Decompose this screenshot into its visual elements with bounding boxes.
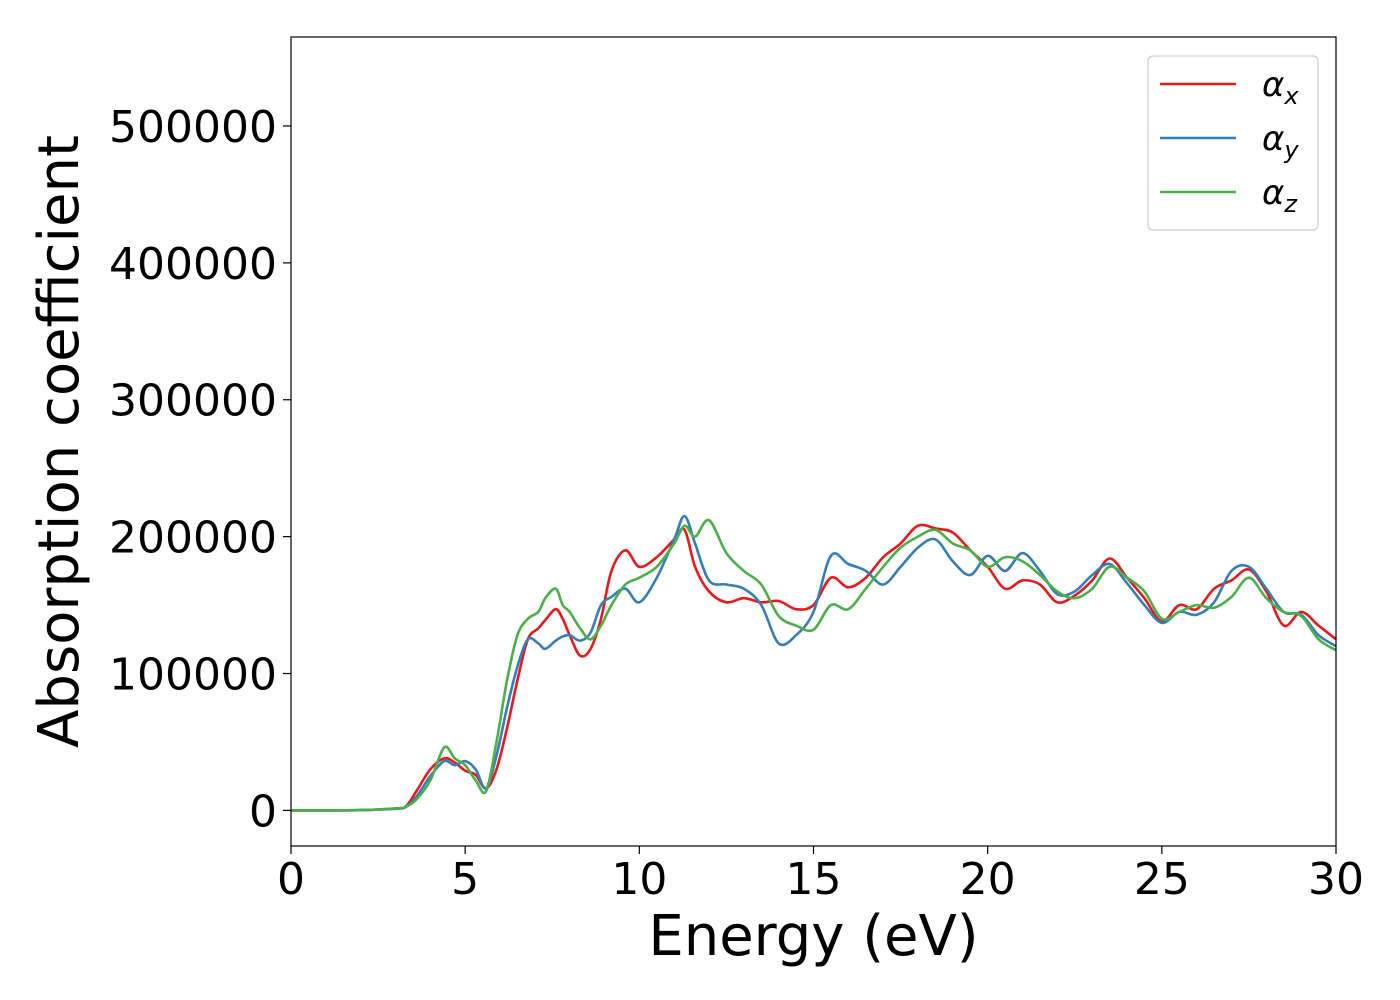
x-axis: 0 5 10 15 20 25 30 bbox=[277, 846, 1364, 905]
legend-subscript: x bbox=[1283, 82, 1299, 110]
x-tick-label: 20 bbox=[960, 854, 1016, 905]
y-tick-label: 0 bbox=[249, 786, 277, 837]
x-tick-label: 10 bbox=[611, 854, 667, 905]
y-tick-label: 500000 bbox=[109, 102, 277, 153]
legend-symbol: α bbox=[1262, 65, 1284, 105]
legend-subscript: y bbox=[1283, 136, 1299, 164]
y-axis: 0 100000 200000 300000 400000 500000 bbox=[109, 102, 291, 837]
series-line-z bbox=[291, 518, 1336, 812]
x-tick-label: 30 bbox=[1308, 854, 1364, 905]
y-tick-label: 400000 bbox=[109, 239, 277, 290]
x-axis-title: Energy (eV) bbox=[648, 904, 978, 969]
legend-box bbox=[1147, 55, 1319, 231]
legend-symbol: α bbox=[1262, 119, 1284, 159]
x-tick-label: 0 bbox=[277, 854, 305, 905]
y-tick-label: 200000 bbox=[109, 513, 277, 564]
legend-label-z: αz bbox=[1262, 173, 1298, 218]
x-tick-label: 15 bbox=[786, 854, 842, 905]
x-tick-label: 25 bbox=[1134, 854, 1190, 905]
legend-label-y: αy bbox=[1262, 119, 1299, 164]
legend-label-x: αx bbox=[1262, 65, 1299, 110]
y-tick-label: 300000 bbox=[109, 376, 277, 427]
x-tick-label: 5 bbox=[451, 854, 479, 905]
y-axis-title: Absorption coefficient bbox=[27, 135, 92, 748]
legend-symbol: α bbox=[1262, 173, 1284, 213]
legend-subscript: z bbox=[1283, 190, 1298, 218]
y-tick-label: 100000 bbox=[109, 650, 277, 701]
series-layer bbox=[291, 514, 1336, 812]
